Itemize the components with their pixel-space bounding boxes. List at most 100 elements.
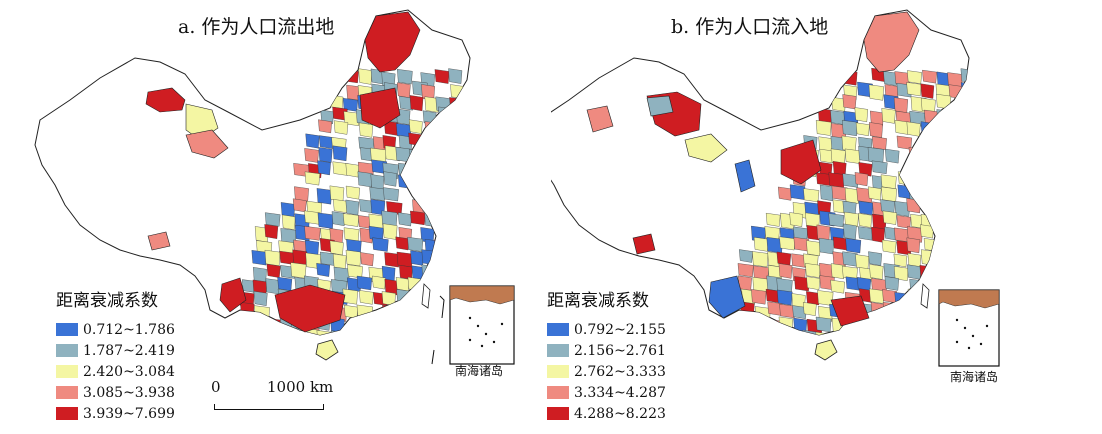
- prefecture-cell: [958, 211, 969, 227]
- prefecture-cell: [395, 277, 410, 292]
- prefecture-cell: [789, 184, 806, 200]
- prefecture-cell: [906, 82, 922, 97]
- prefecture-cell: [893, 266, 909, 281]
- prefecture-cell: [778, 186, 793, 201]
- prefecture-cell: [858, 226, 873, 241]
- prefecture-cell: [854, 172, 869, 187]
- prefecture-cell: [264, 224, 279, 239]
- prefecture-cell: [434, 278, 450, 292]
- prefecture-cell: [253, 291, 268, 306]
- prefecture-cell: [384, 252, 400, 268]
- prefecture-cell: [949, 186, 963, 202]
- prefecture-cell: [893, 253, 908, 268]
- prefecture-cell: [254, 305, 270, 320]
- prefecture-cell: [358, 68, 373, 85]
- prefecture-cell: [408, 292, 423, 310]
- prefecture-cell: [316, 263, 331, 277]
- prefecture-cell: [409, 95, 424, 112]
- prefecture-cell: [433, 132, 448, 147]
- prefecture-cell: [751, 289, 767, 305]
- prefecture-cell: [909, 331, 926, 335]
- prefecture-cell: [437, 250, 453, 266]
- prefecture-cell: [409, 162, 425, 177]
- south-china-sea-inset: [431, 285, 515, 365]
- prefecture-cell: [396, 251, 413, 268]
- prefecture-cell: [356, 275, 373, 291]
- prefecture-cell: [407, 276, 422, 292]
- prefecture-cell: [318, 135, 334, 149]
- prefecture-cell: [451, 226, 466, 243]
- prefecture-cell: [753, 237, 769, 252]
- prefecture-cell: [867, 147, 885, 164]
- prefecture-cell: [935, 249, 951, 266]
- prefecture-cell: [896, 215, 912, 229]
- prefecture-cell: [895, 331, 910, 335]
- region-south-red: [830, 295, 870, 327]
- legend-swatch: [56, 407, 78, 420]
- prefecture-cell: [806, 276, 821, 290]
- prefecture-cell: [407, 329, 424, 335]
- prefecture-cell: [765, 212, 781, 227]
- prefecture-cell: [447, 107, 462, 124]
- prefecture-cell: [448, 133, 464, 149]
- legend-outflow: 距离衰减系数 0.712~1.786 1.787~2.419 2.420~3.0…: [56, 286, 175, 424]
- prefecture-cell: [779, 303, 796, 319]
- legend-item: 4.288~8.223: [547, 403, 666, 424]
- prefecture-cell: [399, 318, 414, 334]
- prefecture-cell: [779, 236, 796, 251]
- prefecture-cell: [906, 121, 921, 137]
- panel-title-inflow: b. 作为人口流入地: [671, 16, 829, 38]
- prefecture-cell: [397, 301, 412, 317]
- prefecture-cell: [347, 264, 363, 279]
- legend-inflow: 距离衰减系数 0.792~2.155 2.156~2.761 2.762~3.3…: [547, 286, 666, 424]
- prefecture-cell: [815, 316, 832, 333]
- prefecture-cell: [304, 210, 321, 225]
- prefecture-cell: [802, 329, 818, 335]
- prefecture-cell: [893, 97, 909, 113]
- prefecture-cell: [372, 237, 389, 252]
- prefecture-cell: [448, 68, 463, 84]
- prefecture-cell: [922, 329, 938, 335]
- prefecture-cell: [332, 161, 349, 176]
- prefecture-cell: [421, 148, 436, 163]
- prefecture-cell: [423, 175, 440, 190]
- prefecture-cell: [290, 262, 307, 279]
- prefecture-cell: [830, 279, 845, 294]
- legend-item: 0.712~1.786: [56, 319, 175, 340]
- prefecture-cell: [945, 159, 960, 174]
- prefecture-cell: [438, 106, 454, 123]
- prefecture-cell: [383, 171, 398, 187]
- prefecture-cell: [342, 213, 360, 227]
- prefecture-cell: [907, 264, 922, 280]
- prefecture-cell: [842, 251, 858, 267]
- prefecture-cell: [959, 253, 969, 270]
- prefecture-cell: [962, 158, 969, 174]
- prefecture-cell: [894, 201, 911, 217]
- prefecture-cell: [395, 236, 410, 251]
- legend-title: 距离衰减系数: [547, 291, 649, 311]
- prefecture-cell: [345, 249, 362, 267]
- map-panel-outflow: a. 作为人口流出地 距离衰减系数 0.712~1.786 1.787~2.41…: [34, 9, 515, 424]
- region-yunnan-red: [219, 277, 247, 313]
- legend-swatch: [547, 386, 569, 399]
- prefecture-cell: [806, 240, 821, 257]
- prefecture-cell: [819, 148, 835, 164]
- prefecture-cell: [434, 69, 450, 84]
- region-southwest-red: [274, 284, 346, 333]
- prefecture-cell: [437, 214, 454, 229]
- legend-range: 1.787~2.419: [83, 342, 175, 359]
- prefecture-cell: [304, 148, 319, 163]
- legend-range: 0.712~1.786: [83, 321, 175, 338]
- prefecture-cell: [792, 305, 807, 319]
- prefecture-cell: [948, 110, 963, 127]
- hainan-island: [814, 339, 838, 361]
- prefecture-cell: [411, 184, 426, 198]
- prefecture-cell: [922, 197, 938, 214]
- prefecture-cell: [438, 200, 454, 215]
- prefecture-cell: [408, 119, 423, 134]
- legend-swatch: [56, 365, 78, 378]
- prefecture-cell: [292, 198, 307, 213]
- scale-bar-line: [214, 404, 324, 410]
- prefecture-cell: [882, 210, 897, 225]
- hainan-island: [315, 339, 339, 361]
